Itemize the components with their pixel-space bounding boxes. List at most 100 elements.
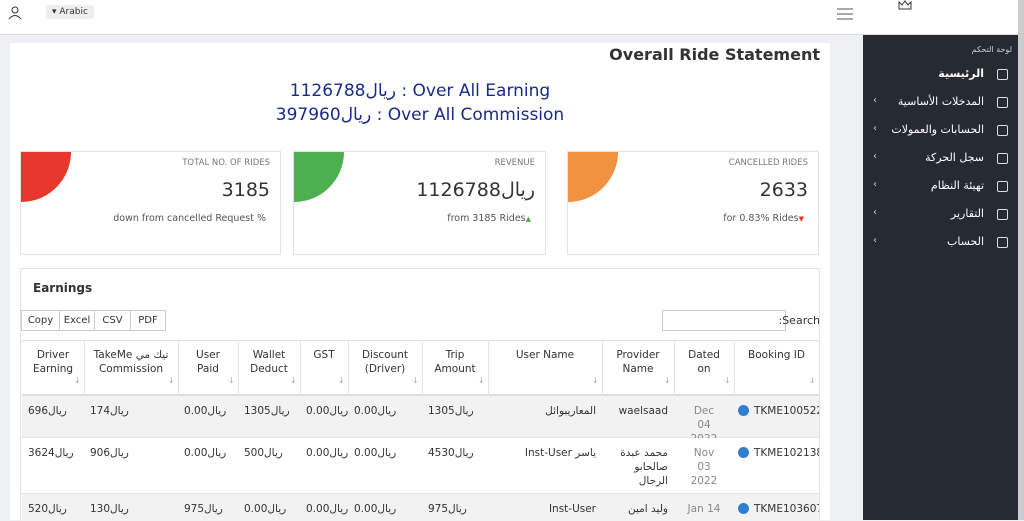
- card-value: ريال1126788: [416, 179, 535, 201]
- trend-arrow: ▲: [525, 215, 531, 223]
- card-value: 3185: [221, 179, 270, 201]
- table-cell: ريال1305: [244, 405, 290, 417]
- table-cell: TKME102138: [754, 447, 819, 459]
- column-header[interactable]: Driver Earning: [32, 349, 74, 375]
- export-button[interactable]: Excel: [59, 310, 95, 331]
- table-cell: Inst-User: [548, 503, 596, 515]
- menu-icon[interactable]: [837, 8, 853, 20]
- card-label: CANCELLED RIDES: [728, 158, 808, 168]
- chevron: ‹: [873, 207, 877, 218]
- sort-icon: ↓: [290, 376, 297, 385]
- sort-icon: ↓: [412, 376, 419, 385]
- menu-item[interactable]: تهيئة النظام: [930, 179, 984, 192]
- column-header[interactable]: TakeMe تيك مي Commission: [93, 349, 169, 375]
- sort-icon: ↓: [228, 376, 235, 385]
- table-row: [22, 494, 819, 521]
- table-cell: ريال0.00: [354, 447, 397, 459]
- sort-icon: ↓: [338, 376, 345, 385]
- menu-item[interactable]: الحسابات والعمولات: [891, 123, 984, 136]
- column-header[interactable]: Dated on: [688, 349, 720, 375]
- menu-icon: [997, 125, 1008, 136]
- export-buttons: Copy Excel CSV PDF: [21, 310, 166, 331]
- menu-icon: [997, 97, 1008, 108]
- chevron: ‹: [873, 151, 877, 162]
- column-divider: [178, 340, 179, 396]
- table-cell: محمد عبدة صالحابو الرجال: [620, 447, 668, 487]
- overall-commission: ريال397960 : Over All Commission: [275, 105, 565, 125]
- column-header[interactable]: Booking ID: [748, 349, 805, 361]
- column-divider: [734, 340, 735, 396]
- table-cell: ريال4530: [428, 447, 474, 459]
- expand-icon[interactable]: [738, 405, 749, 416]
- table-cell: ريال520: [28, 503, 67, 515]
- user-icon[interactable]: [8, 6, 22, 20]
- card-value: 2633: [759, 179, 808, 201]
- card-note: down from cancelled Request %: [113, 213, 266, 224]
- table-row: [22, 438, 819, 494]
- column-header[interactable]: Wallet Deduct: [250, 349, 288, 375]
- scrollbar: [1018, 0, 1024, 520]
- sidebar: لوحة التحكم الرئيسية المدخلات الأساسية ‹ ال…: [863, 35, 1018, 520]
- search-input[interactable]: [662, 310, 786, 331]
- menu-item[interactable]: الحساب: [946, 235, 984, 248]
- column-header[interactable]: Discount (Driver): [361, 349, 409, 375]
- table-cell: ريال906: [90, 447, 129, 459]
- earnings-title: Earnings: [33, 281, 93, 295]
- page-title: Overall Ride Statement: [609, 45, 820, 64]
- sort-icon: ↓: [74, 376, 81, 385]
- card-label: TOTAL NO. OF RIDES: [182, 158, 270, 168]
- table-cell: TKME103607: [754, 503, 819, 515]
- earnings-table: Driver Earning ↓ TakeMe تيك مي Commission ↓…: [22, 340, 819, 521]
- table-cell: ريال1305: [428, 405, 474, 417]
- menu-icon: [997, 181, 1008, 192]
- table-cell: ريال0.00: [306, 503, 349, 515]
- top-bar: ▾ Arabic: [0, 0, 1024, 35]
- column-divider: [348, 340, 349, 396]
- search-label: Search:: [778, 314, 820, 327]
- column-header[interactable]: Provider Name: [616, 349, 660, 375]
- table-cell: ريال174: [90, 405, 129, 417]
- earnings-box: Earnings Copy Excel CSV PDF Search: Driver …: [20, 268, 820, 521]
- table-cell: ريال0.00: [184, 405, 227, 417]
- table-cell: ريال0.00: [306, 405, 349, 417]
- menu-item[interactable]: التقارير: [950, 207, 984, 220]
- menu-icon: [997, 237, 1008, 248]
- table-cell: TKME100522: [754, 405, 819, 417]
- card-note: from 3185 Rides▲: [447, 213, 531, 224]
- column-header[interactable]: GST: [313, 349, 335, 361]
- note-text: for 0.83% Rides: [723, 213, 799, 224]
- stat-card: CANCELLED RIDES 2633 for 0.83% Rides▼: [567, 151, 819, 255]
- column-header[interactable]: User Paid: [196, 349, 220, 375]
- sort-icon: ↓: [478, 376, 485, 385]
- trend-arrow: ▼: [798, 215, 804, 223]
- table-cell: ريال0.00: [354, 503, 397, 515]
- card-note: for 0.83% Rides▼: [723, 213, 804, 224]
- expand-icon[interactable]: [738, 503, 749, 514]
- column-header[interactable]: User Name: [515, 349, 575, 361]
- card-label: REVENUE: [494, 158, 535, 168]
- language: Arabic: [59, 7, 88, 17]
- sort-icon: ↓: [724, 376, 731, 385]
- table-cell: ريال0.00: [306, 447, 349, 459]
- table-row: [22, 396, 819, 438]
- export-button[interactable]: PDF: [130, 310, 166, 331]
- export-button[interactable]: Copy: [21, 310, 60, 331]
- menu-item[interactable]: المدخلات الأساسية: [897, 95, 984, 108]
- table-cell: ريال975: [428, 503, 467, 515]
- card-badge: [294, 152, 344, 202]
- menu-item[interactable]: الرئيسية: [938, 67, 984, 80]
- menu-item[interactable]: سجل الحركة: [925, 151, 984, 164]
- card-badge: [568, 152, 618, 202]
- export-button[interactable]: CSV: [94, 310, 131, 331]
- table-cell: ريال975: [184, 503, 223, 515]
- column-header[interactable]: Trip Amount: [434, 349, 476, 375]
- stat-card: REVENUE ريال1126788 from 3185 Rides▲: [293, 151, 546, 255]
- sidebar-heading: لوحة التحكم: [971, 45, 1012, 54]
- column-divider: [300, 340, 301, 396]
- expand-icon[interactable]: [738, 447, 749, 458]
- table-cell: ريال0.00: [354, 405, 397, 417]
- language-select[interactable]: ▾ Arabic: [46, 5, 94, 19]
- table-cell: ريال696: [28, 405, 67, 417]
- table-cell: ريال500: [244, 447, 283, 459]
